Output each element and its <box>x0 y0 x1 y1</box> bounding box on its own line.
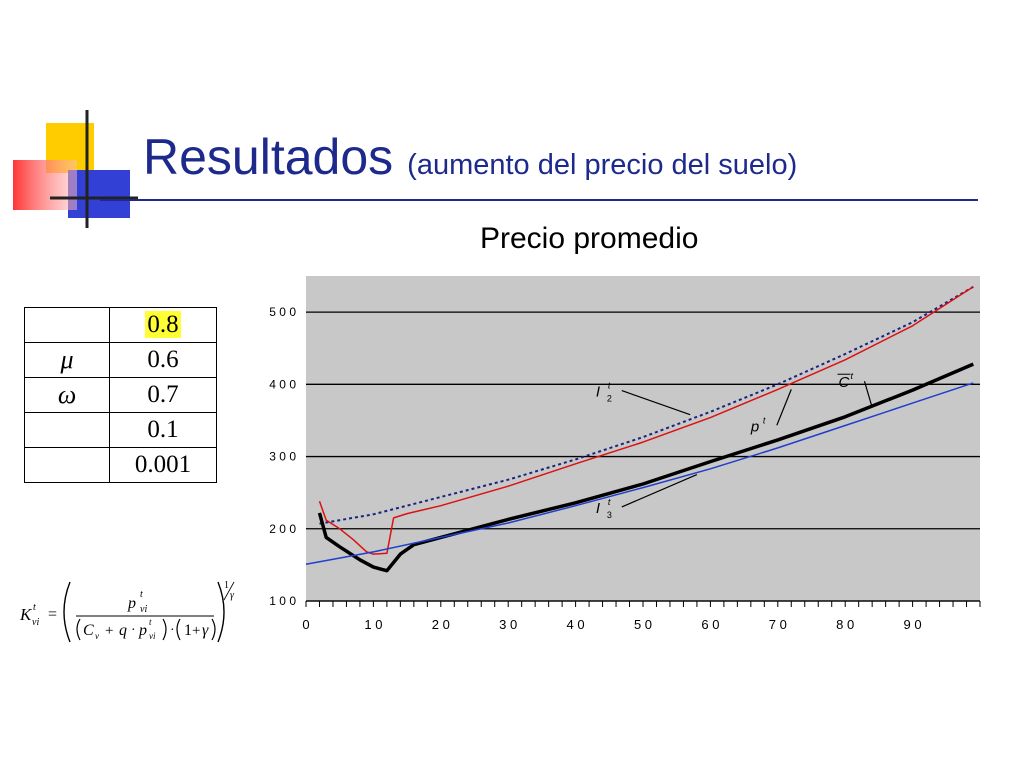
formula-equals: = <box>48 606 57 623</box>
logo-blue-square <box>68 170 130 218</box>
annotation-sup: t <box>763 415 766 425</box>
annotation-leader <box>863 381 873 408</box>
x-tick-label: 2 0 <box>432 617 450 632</box>
param-row: 0.8 <box>24 307 217 343</box>
x-tick-label: 3 0 <box>499 617 517 632</box>
formula-p: p <box>138 622 147 639</box>
slide-title-subtitle: (aumento del precio del suelo) <box>407 149 798 181</box>
x-tick-label: 7 0 <box>769 617 787 632</box>
formula-p-sub: vi <box>149 631 156 641</box>
formula-right-paren-2 <box>211 618 216 641</box>
formula-left-big-paren <box>63 581 71 643</box>
y-tick-label: 4 0 0 <box>269 377 296 391</box>
title-underline <box>100 199 978 201</box>
formula-c: C <box>83 622 94 639</box>
plot-area <box>306 276 980 601</box>
formula-numerator-sub: vi <box>140 604 147 615</box>
param-symbol <box>24 307 110 343</box>
x-tick-label: 8 0 <box>836 617 854 632</box>
series-line <box>305 382 974 565</box>
formula-gamma: γ <box>202 622 209 639</box>
param-row: 0.001 <box>24 447 217 483</box>
formula-dot: · <box>131 623 136 638</box>
slide-logo <box>13 110 138 228</box>
annotation-label: I <box>596 384 600 401</box>
y-tick-label: 1 0 0 <box>269 594 296 608</box>
param-value: 0.8 <box>145 311 181 338</box>
annotation-sup: t <box>608 497 611 507</box>
price-chart: 1 0 0 2 0 0 3 0 0 4 0 0 5 0 0 0 1 0 2 0 3 0 4 0 5 … <box>269 276 981 632</box>
annotation-label: I <box>596 500 600 517</box>
x-tick-label: 5 0 <box>634 617 652 632</box>
formula-exp-den: γ <box>230 590 235 601</box>
formula-plus: + <box>105 623 113 639</box>
y-tick-label: 2 0 0 <box>269 522 296 536</box>
formula-dot-2: · <box>170 623 175 638</box>
x-tick-label: 4 0 <box>567 617 585 632</box>
param-value: 0.7 <box>109 377 217 413</box>
series-line <box>318 286 974 555</box>
param-symbol <box>24 447 110 483</box>
formula-exp-slash <box>223 581 235 601</box>
param-symbol: μ <box>24 342 110 378</box>
annotation-leader <box>621 390 691 416</box>
annotation-leader <box>776 389 792 426</box>
x-tick-label: 1 0 <box>364 617 382 632</box>
param-value: 0.001 <box>109 447 217 483</box>
formula-equation: K t vi = p t vi C v + q · p t vi · 1 + γ… <box>19 580 235 643</box>
formula-lhs: K <box>19 605 33 624</box>
annotation-leader <box>621 474 698 508</box>
x-tick-label: 9 0 <box>904 617 922 632</box>
chart-heading: Precio promedio <box>480 222 699 255</box>
annotation-sub: 2 <box>607 394 612 404</box>
param-symbol: ω <box>24 377 110 413</box>
logo-red-square <box>13 160 77 210</box>
param-row: ω 0.7 <box>24 377 217 413</box>
annotation-label: p <box>750 418 759 435</box>
formula-right-big-paren <box>217 581 225 643</box>
formula-right-paren <box>162 618 167 641</box>
series-line <box>319 285 974 525</box>
formula-left-paren <box>76 618 81 641</box>
formula-p-sup: t <box>149 617 152 627</box>
param-value: 0.6 <box>109 342 217 378</box>
formula-left-paren-2 <box>176 618 181 641</box>
x-tick-label: 6 0 <box>701 617 719 632</box>
slide-title: Resultados (aumento del precio del suelo) <box>143 128 797 186</box>
annotation-sub: 3 <box>607 510 612 520</box>
annotation-sup: t <box>608 381 611 391</box>
param-row: μ 0.6 <box>24 342 217 378</box>
parameters-table: 0.8 μ 0.6 ω 0.7 0.1 0.001 <box>24 307 217 483</box>
formula-lhs-sup: t <box>33 602 36 613</box>
formula-q: q <box>119 622 127 639</box>
formula-c-sub: v <box>95 631 99 641</box>
annotation-sup: t <box>850 371 853 381</box>
annotation-label: C <box>838 374 849 391</box>
y-tick-label: 5 0 0 <box>269 305 296 319</box>
formula-plus-2: + <box>192 623 200 639</box>
y-tick-label: 3 0 0 <box>269 450 296 464</box>
formula-lhs-sub: vi <box>32 617 39 628</box>
formula-one: 1 <box>184 622 192 639</box>
slide-title-main: Resultados <box>143 129 394 185</box>
formula-numerator-sup: t <box>140 589 143 600</box>
formula-numerator: p <box>127 595 136 612</box>
param-symbol <box>24 412 110 448</box>
param-value-cell: 0.8 <box>109 307 217 343</box>
formula-exp-num: 1 <box>224 580 229 591</box>
param-row: 0.1 <box>24 412 217 448</box>
x-tick-label: 0 <box>302 617 309 632</box>
param-value: 0.1 <box>109 412 217 448</box>
